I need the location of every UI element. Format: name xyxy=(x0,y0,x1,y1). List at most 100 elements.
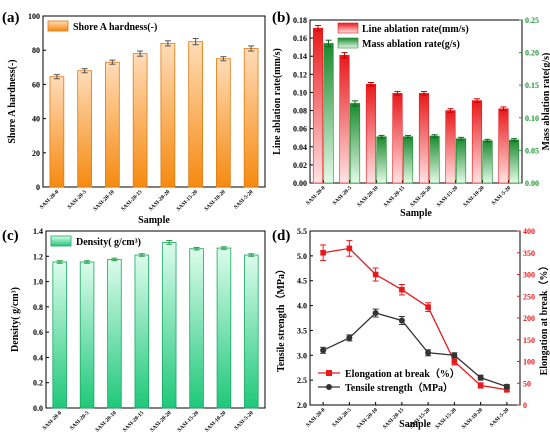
y-tick-label: 100 xyxy=(28,12,40,21)
x-tick-label: SASI-20-5 xyxy=(331,407,352,428)
y2-tick-label: 250 xyxy=(523,292,535,301)
y-axis-label: Density( g/cm³) xyxy=(10,287,21,352)
y-tick-label: 1.0 xyxy=(33,278,43,287)
x-axis-label: Sample xyxy=(399,419,431,430)
bar-mass-ablation xyxy=(349,103,361,184)
y-tick-label: 4.5 xyxy=(297,277,307,286)
tensile-point xyxy=(346,334,353,341)
bar xyxy=(107,259,122,409)
bar-line-ablation xyxy=(392,93,403,184)
y2-tick-label: 50 xyxy=(523,379,531,388)
bar xyxy=(189,248,204,409)
bar-line-ablation xyxy=(312,27,324,184)
bar xyxy=(132,53,148,188)
x-tick-label: SASI-15-20 xyxy=(436,185,459,208)
tensile-point xyxy=(477,374,484,381)
elongation-point xyxy=(399,286,405,293)
y-tick-label: 0.02 xyxy=(293,161,307,170)
x-tick-label: SASI-20-20 xyxy=(149,410,172,433)
bar xyxy=(243,48,259,188)
y2-axis-label: Elongation at break（%） xyxy=(537,261,550,376)
y2-tick-label: 0.10 xyxy=(525,114,539,123)
bar xyxy=(105,61,120,188)
x-tick-label: SASI-20-15 xyxy=(383,185,406,208)
legend-label: Shore A hardness(-) xyxy=(73,22,157,33)
y-tick-label: 2.0 xyxy=(297,401,307,410)
y2-tick-label: 0.25 xyxy=(525,16,539,25)
x-tick-label: SASI-20-5 xyxy=(69,410,90,431)
y2-tick-label: 100 xyxy=(523,358,535,367)
x-axis-label: Sample xyxy=(400,208,432,219)
bar-line-ablation xyxy=(471,100,483,184)
bar xyxy=(244,254,259,409)
bar-line-ablation xyxy=(498,108,509,184)
x-tick-label: SASI-20-0 xyxy=(39,189,60,210)
panel-label: (b) xyxy=(272,10,290,26)
x-tick-label: SASI-20-20 xyxy=(148,189,171,212)
bar xyxy=(49,76,65,188)
elongation-point xyxy=(346,245,353,252)
y2-tick-label: 300 xyxy=(523,271,535,280)
y2-tick-label: 150 xyxy=(523,336,535,345)
y-tick-label: 20 xyxy=(32,149,40,158)
x-tick-label: SASI-20-15 xyxy=(120,189,143,212)
bar xyxy=(160,42,176,188)
x-tick-label: SASI-20-20 xyxy=(409,185,432,208)
bar xyxy=(161,241,177,409)
y-tick-label: 2.5 xyxy=(297,376,307,385)
bar-mass-ablation xyxy=(429,135,440,184)
y2-tick-label: 0.15 xyxy=(525,81,539,90)
y-tick-label: 0.2 xyxy=(33,379,43,388)
y-tick-label: 0.00 xyxy=(293,179,307,188)
y-tick-label: 0.6 xyxy=(33,328,43,337)
y-tick-label: 3.5 xyxy=(297,326,307,335)
elongation-point xyxy=(320,249,326,256)
x-tick-label: SASI-20-5 xyxy=(332,185,353,206)
panel-label: (d) xyxy=(272,228,290,244)
y2-tick-label: 350 xyxy=(523,249,535,258)
y-tick-label: 80 xyxy=(32,46,40,55)
tensile-point xyxy=(320,347,327,354)
y-tick-label: 0 xyxy=(36,183,40,192)
x-tick-label: SASI-15-20 xyxy=(177,410,200,433)
elongation-point xyxy=(477,382,484,389)
y-tick-label: 0.16 xyxy=(293,34,307,43)
bar xyxy=(216,58,231,188)
y2-tick-label: 0 xyxy=(523,401,527,410)
x-tick-label: SASI-15-20 xyxy=(176,189,199,212)
legend-label: Elongation at break（%） xyxy=(345,367,460,380)
bar-line-ablation xyxy=(365,83,377,184)
bar-mass-ablation xyxy=(376,136,387,184)
x-tick-label: SASI-20-10 xyxy=(356,407,379,430)
legend-label: Density( g/cm³) xyxy=(76,237,141,248)
tensile-point xyxy=(503,383,510,390)
y-tick-label: 40 xyxy=(32,115,40,124)
panel-label: (a) xyxy=(2,10,20,26)
y-axis-label: Tensile strength（MPa） xyxy=(274,264,287,372)
y-tick-label: 60 xyxy=(32,80,40,89)
tensile-point xyxy=(425,349,432,356)
legend-label: Mass ablation rate(g/s) xyxy=(362,39,460,50)
panel-a: (a) 0 20 40 60 80 100 Shore A hardness(-) SASI-2… xyxy=(2,10,266,226)
y-tick-label: 5.0 xyxy=(297,252,307,261)
tensile-line xyxy=(322,312,508,388)
bar-line-ablation xyxy=(418,93,430,184)
x-tick-label: SASI-20-5 xyxy=(67,189,88,210)
y-tick-label: 0.8 xyxy=(33,303,43,312)
y2-tick-label: 400 xyxy=(523,227,535,236)
y2-tick-label: 0.20 xyxy=(525,49,539,58)
y-tick-label: 0.12 xyxy=(293,70,307,79)
bar-mass-ablation xyxy=(323,43,334,184)
x-tick-label: SASI-20-10 xyxy=(93,189,116,212)
tensile-point xyxy=(372,310,379,317)
panel-label: (c) xyxy=(2,228,19,244)
legend-label: Tensile strength（MPa） xyxy=(345,381,453,394)
bar-line-ablation xyxy=(445,110,456,184)
x-tick-label: SASI-10-20 xyxy=(204,189,227,212)
x-tick-label: SASI-20-15 xyxy=(122,410,145,433)
y2-tick-label: 0.00 xyxy=(525,179,539,188)
x-tick-label: SASI-10-20 xyxy=(462,185,485,208)
x-tick-label: SASI-5-20 xyxy=(489,407,510,428)
y2-tick-label: 200 xyxy=(523,314,535,323)
